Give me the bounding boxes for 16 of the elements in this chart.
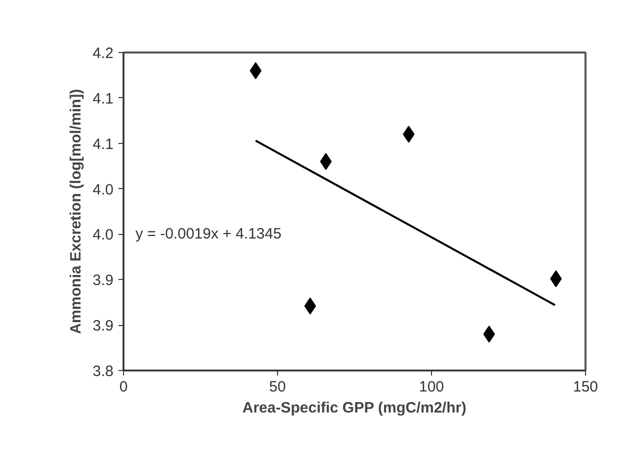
x-tick-label: 0 xyxy=(119,378,128,396)
point xyxy=(402,126,415,143)
x-tick-label: 150 xyxy=(572,378,598,396)
annotation: y = -0.0019x + 4.1345 xyxy=(136,226,282,242)
y-tick-label: 4.1 xyxy=(92,90,114,108)
y-axis-title: Ammonia Excretion (log[mol/min]) xyxy=(68,88,85,334)
y-tick-label: 3.9 xyxy=(92,318,114,335)
x-tick-label: 100 xyxy=(418,378,444,396)
x-axis-title: Area-Specific GPP (mgC/m2/hr) xyxy=(242,400,466,416)
y-tick-label: 4.0 xyxy=(92,181,114,198)
x-tick-label: 50 xyxy=(269,378,286,396)
y-tick-label: 3.9 xyxy=(92,272,114,290)
y-tick-label: 3.8 xyxy=(92,363,114,380)
y-tick-label: 4.2 xyxy=(92,45,114,62)
y-tick-label: 4.1 xyxy=(92,136,114,153)
y-tick-label: 4.0 xyxy=(92,226,114,244)
